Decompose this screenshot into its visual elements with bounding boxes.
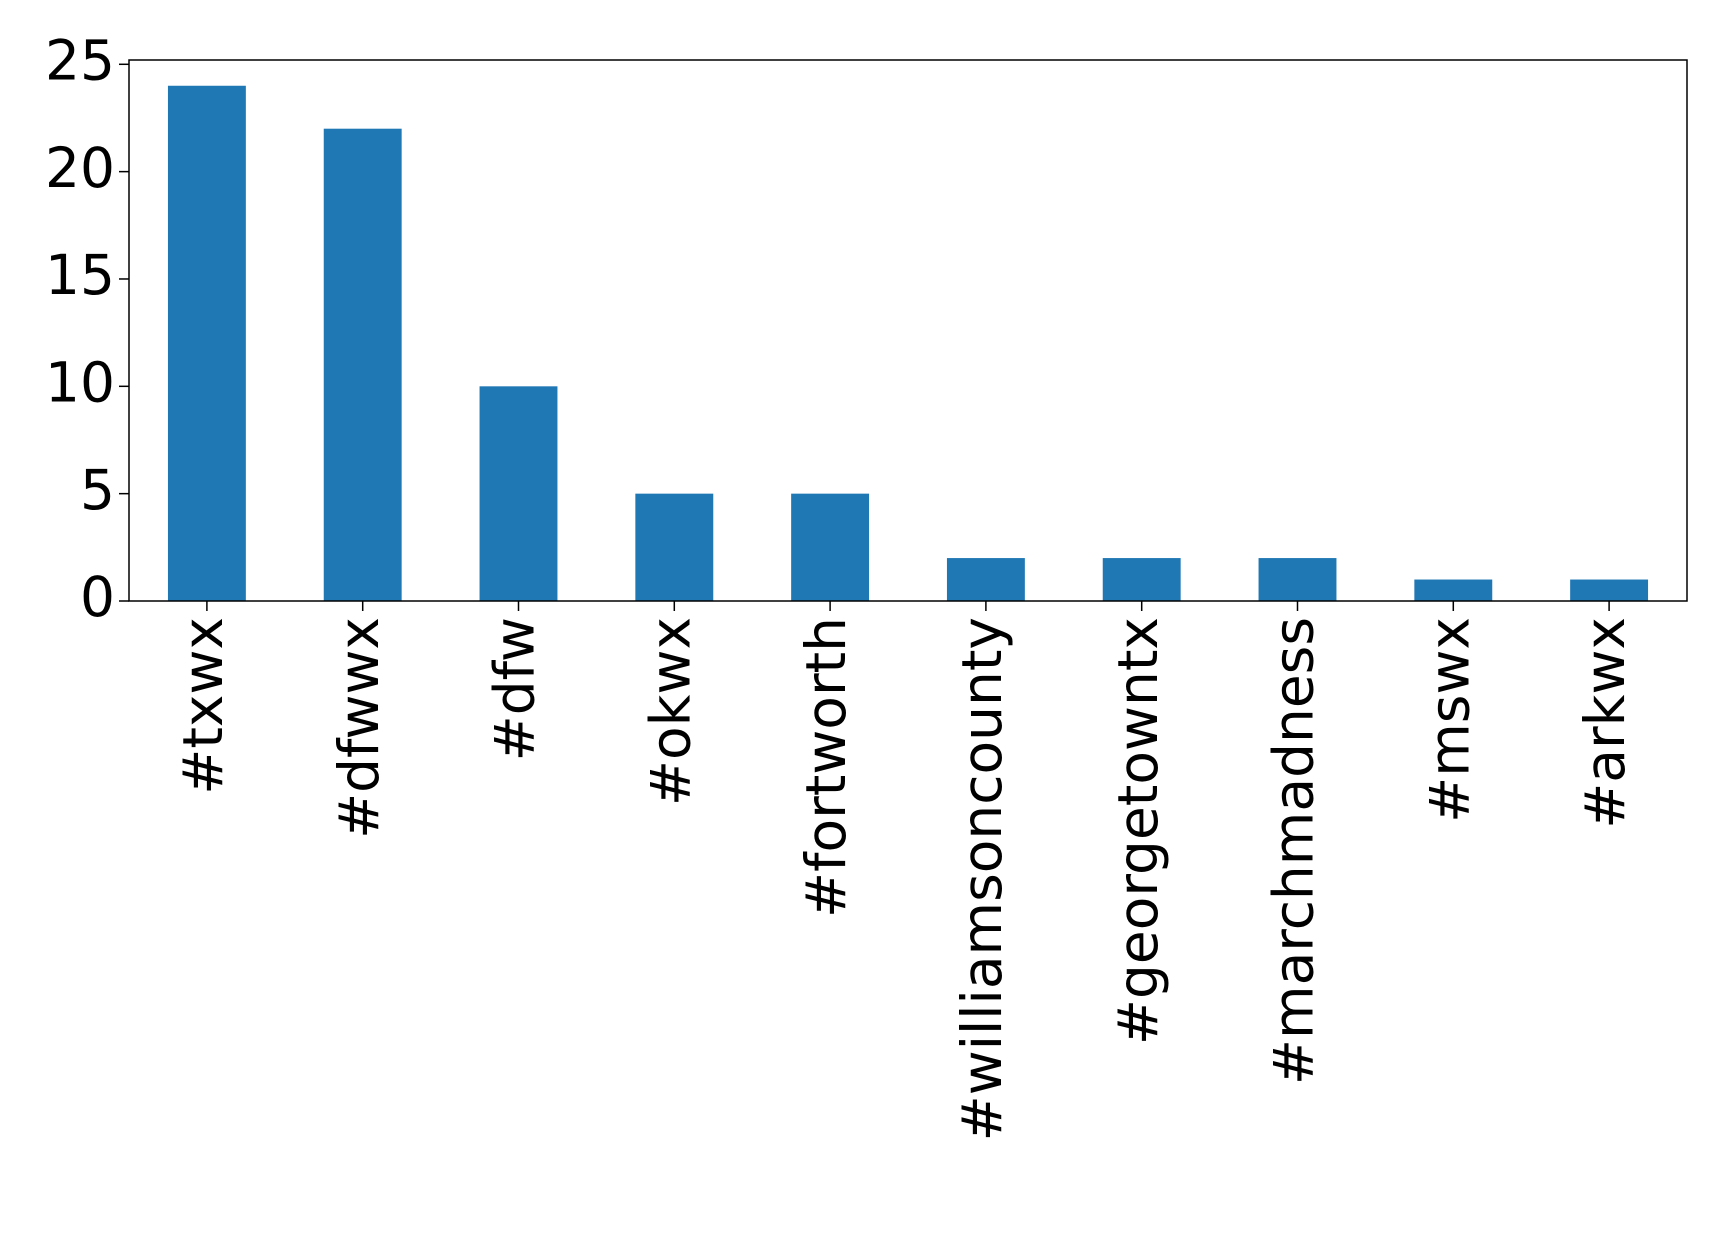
y-tick-label: 5 (80, 458, 115, 522)
x-tick-label: #txwx (171, 617, 235, 795)
x-tick-label: #marchmadness (1262, 617, 1326, 1085)
y-tick-label: 0 (80, 565, 115, 629)
bar (1102, 558, 1181, 601)
axes-frame (128, 59, 1688, 602)
y-tick-label: 15 (45, 243, 115, 307)
bar (1414, 579, 1493, 601)
y-tick-label: 20 (45, 136, 115, 200)
x-tick-label: #dfw (483, 617, 547, 761)
bar (635, 493, 714, 601)
bar (1570, 579, 1649, 601)
y-tick-label: 10 (45, 350, 115, 414)
bar (1258, 558, 1337, 601)
x-tick-label: #williamsoncounty (950, 617, 1014, 1141)
y-tick-label: 25 (45, 28, 115, 92)
x-tick-label: #okwx (638, 617, 702, 806)
bar (479, 386, 558, 601)
x-tick-label: #fortworth (794, 617, 858, 918)
x-tick-label: #arkwx (1573, 617, 1637, 829)
bar (167, 85, 246, 601)
bar (323, 128, 402, 601)
x-tick-label: #dfwwx (327, 617, 391, 839)
x-tick-label: #georgetowntx (1106, 617, 1170, 1045)
bar (946, 558, 1025, 601)
bar (791, 493, 870, 601)
x-tick-label: #mswx (1417, 617, 1481, 823)
